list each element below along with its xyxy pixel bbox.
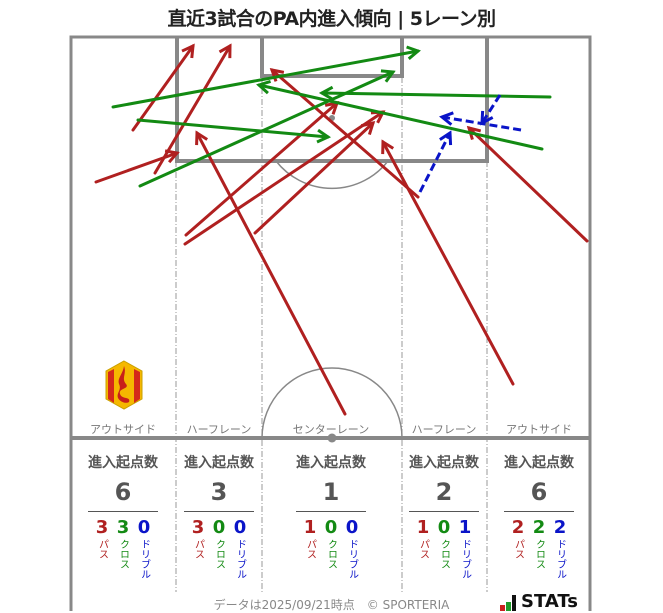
dribble-count: 0 (233, 517, 247, 538)
footer: データは2025/09/21時点 © SPORTERIA (0, 596, 663, 613)
dribble-count: 0 (345, 517, 359, 538)
club-crest-icon (105, 360, 143, 410)
pass-count: 2 (511, 517, 525, 538)
dribble-label: ドリブル (554, 539, 566, 579)
lane-stats-outside-right: 進入起点数 6 2 パス 2 クロス 2 ドリブル (489, 452, 589, 579)
stats-logo: STATs (500, 591, 578, 611)
dribble-label: ドリブル (459, 539, 471, 579)
stat-total: 2 (435, 478, 453, 506)
pass-label: パス (512, 539, 524, 559)
data-date: データは2025/09/21時点 (213, 598, 355, 612)
lane-label-outside-left: アウトサイド (90, 423, 156, 436)
stat-total: 6 (530, 478, 548, 506)
cross-count: 2 (532, 517, 546, 538)
lane-label-halfspace-right: ハーフレーン (411, 423, 477, 436)
cross-arrows (111, 45, 552, 188)
lane-label-outside-right: アウトサイド (506, 423, 572, 436)
lane-stats-halfspace-left: 進入起点数 3 3 パス 0 クロス 0 ドリブル (169, 452, 269, 579)
stat-header: 進入起点数 (409, 455, 479, 471)
cross-label: クロス (533, 539, 545, 569)
stat-total: 1 (322, 478, 340, 506)
dribble-label: ドリブル (138, 539, 150, 579)
pass-count: 1 (303, 517, 317, 538)
lane-label-center: センターレーン (292, 423, 370, 436)
cross-count: 0 (437, 517, 451, 538)
logo-bar-black-icon (512, 595, 516, 611)
copyright: © SPORTERIA (366, 598, 450, 612)
pass-count: 3 (191, 517, 205, 538)
divider (184, 511, 254, 512)
logo-bar-green-icon (506, 602, 511, 611)
stat-total: 6 (114, 478, 132, 506)
dribble-count: 1 (458, 517, 472, 538)
lane-label-halfspace-left: ハーフレーン (186, 423, 252, 436)
divider (504, 511, 574, 512)
dribble-count: 2 (553, 517, 567, 538)
pass-count: 3 (95, 517, 109, 538)
cross-count: 0 (212, 517, 226, 538)
stat-total: 3 (210, 478, 228, 506)
lane-stats-outside-left: 進入起点数 6 3 パス 3 クロス 0 ドリブル (73, 452, 173, 579)
logo-bar-red-icon (500, 605, 505, 611)
pass-label: パス (96, 539, 108, 559)
pass-count: 1 (416, 517, 430, 538)
cross-label: クロス (325, 539, 337, 569)
lane-stats-center: 進入起点数 1 1 パス 0 クロス 0 ドリブル (281, 452, 381, 579)
divider (296, 511, 366, 512)
cross-label: クロス (213, 539, 225, 569)
pass-label: パス (417, 539, 429, 559)
divider (409, 511, 479, 512)
stat-header: 進入起点数 (504, 455, 574, 471)
stats-logo-text: STATs (521, 591, 578, 612)
pass-arrows (94, 43, 589, 416)
cross-count: 3 (116, 517, 130, 538)
lane-stats-halfspace-right: 進入起点数 2 1 パス 0 クロス 1 ドリブル (394, 452, 494, 579)
stat-header: 進入起点数 (184, 455, 254, 471)
center-spot (327, 433, 337, 443)
dribble-count: 0 (137, 517, 151, 538)
dribble-label: ドリブル (234, 539, 246, 579)
stat-header: 進入起点数 (296, 455, 366, 471)
chart-title: 直近3試合のPA内進入傾向 | 5レーン別 (167, 8, 496, 30)
stat-header: 進入起点数 (88, 455, 158, 471)
cross-label: クロス (438, 539, 450, 569)
pass-label: パス (192, 539, 204, 559)
cross-label: クロス (117, 539, 129, 569)
divider (88, 511, 158, 512)
cross-count: 0 (324, 517, 338, 538)
pass-label: パス (304, 539, 316, 559)
dribble-label: ドリブル (346, 539, 358, 579)
dribble-arrows (418, 94, 522, 193)
